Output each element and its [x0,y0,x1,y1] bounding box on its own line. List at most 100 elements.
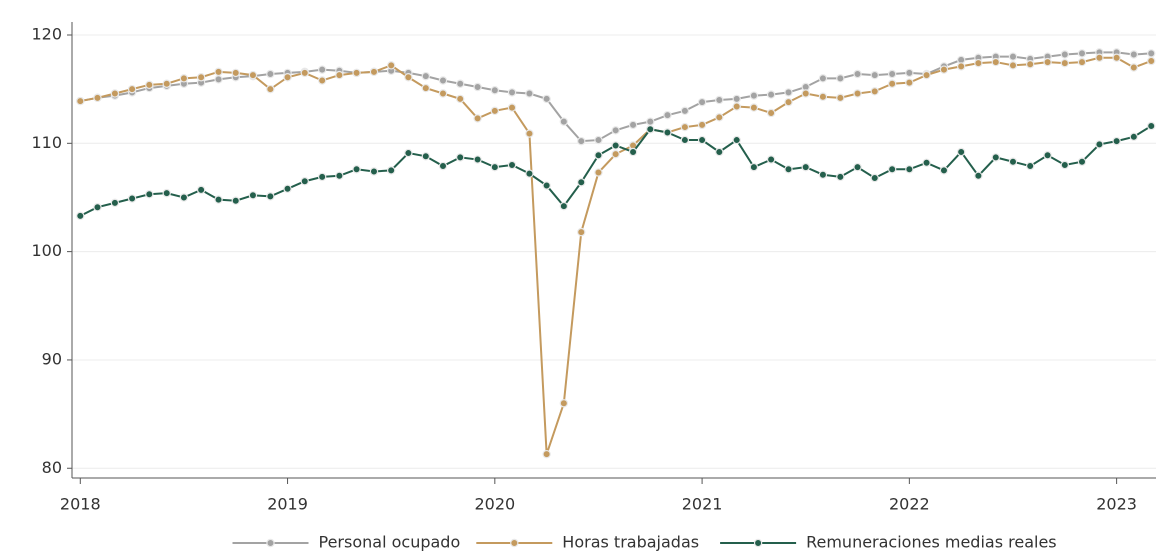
y-tick-label: 80 [42,458,62,477]
point [145,80,154,90]
point [559,201,569,211]
point [266,84,275,94]
x-tick-label: 2020 [474,495,515,514]
point [905,78,914,87]
point [1077,57,1087,67]
point [939,65,949,74]
y-tick-label: 120 [31,24,62,43]
point [127,84,137,94]
legend-marker [510,538,519,548]
point [162,79,171,88]
point [196,185,206,195]
point [369,67,379,77]
point [214,67,223,77]
point [352,68,361,78]
point [93,203,102,212]
point [715,113,724,122]
point [421,152,431,161]
point [404,148,413,158]
point [317,65,327,74]
point [490,86,500,95]
point [1008,157,1018,166]
point [542,94,551,104]
point [335,171,344,181]
point [473,155,482,164]
point [525,89,534,98]
point [991,153,1000,162]
point [162,188,171,198]
point [870,173,879,183]
point [196,73,206,82]
point [525,129,534,138]
point [1060,50,1070,59]
point [836,74,845,83]
point [1008,61,1018,70]
point [766,90,776,99]
point [956,147,966,157]
point [577,136,586,146]
point [76,211,85,221]
legend-label: Personal ocupado [319,533,461,552]
point [801,162,810,172]
point [836,93,845,103]
point [1043,57,1052,67]
point [456,153,465,162]
point [611,141,620,150]
point [214,195,223,204]
point [1129,63,1139,72]
point [887,69,897,79]
point [1025,161,1035,171]
legend-label: Remuneraciones medias reales [806,533,1057,552]
point [732,102,741,111]
legend-marker [753,538,763,548]
point [473,114,482,123]
point [594,151,603,160]
x-tick-label: 2018 [60,495,101,514]
point [732,94,741,104]
point [248,70,258,80]
point [110,89,120,98]
point [749,162,759,172]
series-line [80,56,1152,455]
y-tick-label: 100 [31,241,62,260]
point [179,74,189,83]
point [715,147,724,157]
point [1025,60,1035,69]
point [853,89,862,98]
point [594,168,603,177]
point [680,135,690,145]
point [577,178,586,187]
point [818,74,828,83]
x-tick-label: 2022 [889,495,930,514]
point [697,135,707,145]
point [1112,53,1121,62]
point [386,166,396,175]
point [1095,53,1104,62]
point [110,198,120,208]
point [421,83,431,93]
point [559,117,569,126]
point [1112,136,1121,146]
point [818,92,828,101]
y-tick-label: 110 [31,133,62,152]
point [438,89,448,98]
point [939,166,949,175]
point [836,172,845,182]
point [542,449,551,459]
point [300,68,309,78]
x-tick-label: 2021 [682,495,723,514]
point [266,69,275,79]
point [456,79,465,88]
point [559,399,569,408]
point [1147,49,1156,58]
point [732,135,741,145]
point [922,70,931,80]
point [231,196,240,205]
point [646,125,655,134]
point [697,97,707,107]
point [1060,58,1070,68]
point [628,147,638,157]
point [1147,121,1156,131]
point [507,88,517,97]
point [1060,160,1070,170]
